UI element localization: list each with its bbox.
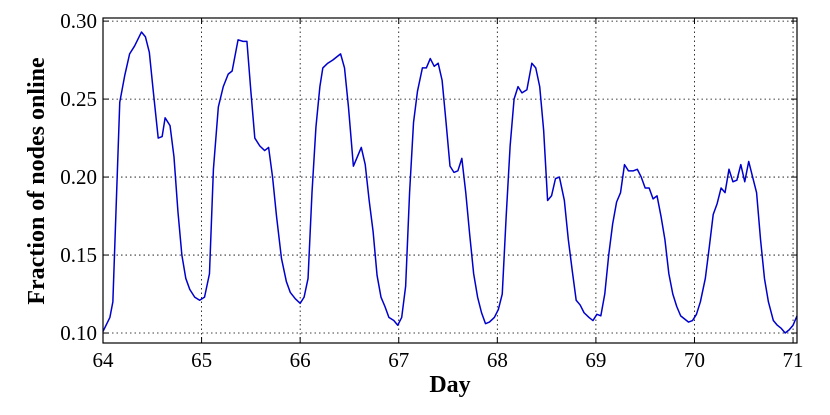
y-tick-label: 0.25 bbox=[60, 87, 97, 111]
y-axis-label: Fraction of nodes online bbox=[24, 57, 50, 305]
x-tick-label: 69 bbox=[585, 348, 606, 372]
x-tick-label: 71 bbox=[783, 348, 804, 372]
data-line bbox=[102, 31, 798, 334]
y-tick-label: 0.10 bbox=[60, 321, 97, 345]
x-tick-label: 68 bbox=[487, 348, 508, 372]
y-tick-label: 0.15 bbox=[60, 243, 97, 267]
x-tick-label: 70 bbox=[684, 348, 705, 372]
x-tick-label: 67 bbox=[388, 348, 409, 372]
y-tick-label: 0.30 bbox=[60, 9, 97, 33]
x-tick-label: 66 bbox=[290, 348, 311, 372]
x-tick-label: 65 bbox=[191, 348, 212, 372]
x-tick-label: 64 bbox=[93, 348, 115, 372]
plot-frame bbox=[102, 17, 798, 344]
y-tick-label: 0.20 bbox=[60, 165, 97, 189]
x-axis-label: Day bbox=[429, 372, 470, 398]
